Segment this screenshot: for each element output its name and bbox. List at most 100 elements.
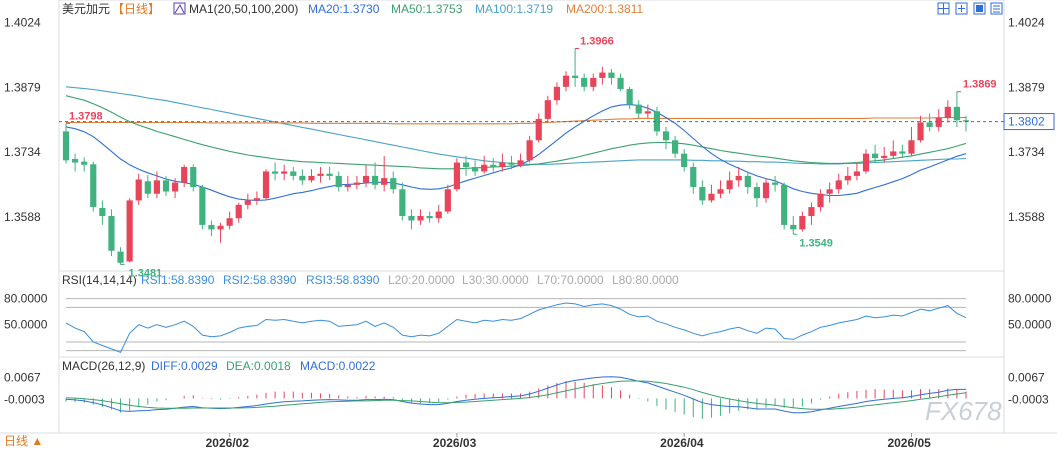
dea-line <box>65 380 967 410</box>
candle-body <box>799 216 806 230</box>
rsi-header: RSI(14,14,14) RSI1:58.8390 RSI2:58.8390 … <box>62 273 679 287</box>
macd-tick-label-left: 0.0067 <box>4 371 41 385</box>
candle-body <box>117 251 124 263</box>
ma20-value: MA20:1.3730 <box>308 2 380 16</box>
candle-body <box>281 171 288 174</box>
candle-body <box>562 75 570 87</box>
zoom-out-icon[interactable] <box>973 2 986 15</box>
ma200-value: MA200:1.3811 <box>566 2 643 16</box>
zoom-in-icon[interactable] <box>955 2 968 15</box>
candle-body <box>226 218 233 226</box>
candle-body <box>762 182 770 199</box>
candle-body <box>653 111 660 132</box>
candle-body <box>108 216 115 251</box>
candle-body <box>81 161 88 165</box>
candle-body <box>362 175 370 183</box>
candle-body <box>962 120 970 122</box>
l70-value: L70:70.0000 <box>537 273 604 287</box>
candle-body <box>526 140 533 161</box>
macd-value: MACD:0.0022 <box>300 359 376 373</box>
candle-body <box>853 171 860 176</box>
period-tab[interactable]: 日线 ▲ <box>4 434 44 448</box>
candle-body <box>753 187 760 199</box>
candle-body <box>553 86 560 101</box>
candle-body <box>872 153 879 159</box>
candle-body <box>144 181 151 194</box>
y-tick-label-right: 1.3588 <box>1008 210 1045 224</box>
candle-body <box>599 72 606 78</box>
annotation-label: 1.3966 <box>580 36 614 48</box>
candle-body <box>862 153 870 172</box>
diff-line <box>65 376 966 414</box>
candle-body <box>644 111 651 114</box>
y-tick-label-left: 1.4024 <box>4 16 41 30</box>
ma20-line <box>65 104 967 201</box>
candle-body <box>726 180 733 190</box>
macd-header: MACD(26,12,9) DIFF:0.0029 DEA:0.0018 MAC… <box>62 359 376 373</box>
macd-tick-label-right: 0.0067 <box>1008 371 1045 385</box>
ma50-line <box>65 95 967 170</box>
toolbar <box>937 2 1003 15</box>
candle-body <box>735 175 742 181</box>
rsi-tick-label-right: 80.0000 <box>1008 292 1052 306</box>
watermark: FX678 <box>925 396 1002 426</box>
fullscreen-icon[interactable] <box>990 2 1003 15</box>
candle-body <box>826 189 833 194</box>
indicator-label: MA1(20,50,100,200) <box>189 2 298 16</box>
grid-icon[interactable] <box>937 2 950 15</box>
candle-body <box>508 162 515 165</box>
y-tick-label-left: 1.3588 <box>4 210 41 224</box>
candle-body <box>426 216 433 219</box>
candle-body <box>472 167 479 172</box>
candle-body <box>590 77 597 87</box>
candle-body <box>535 118 542 141</box>
candle-body <box>208 224 215 230</box>
candle-body <box>953 106 960 121</box>
candle-body <box>90 164 97 208</box>
price-plot: 1.3802 1.3798 1.3481 1.3966 1.3549 1.3869 <box>59 36 1055 280</box>
rsi-tick-label-left: 50.0000 <box>4 318 48 332</box>
candle-body <box>626 89 633 105</box>
annotation-label: 1.3549 <box>799 237 833 249</box>
period-label[interactable]: 【日线】 <box>112 2 160 16</box>
annotation-label: 1.3481 <box>129 268 163 280</box>
indicator-icon[interactable] <box>173 2 186 15</box>
candle-body <box>708 193 715 201</box>
diff-value: DIFF:0.0029 <box>151 359 218 373</box>
candle-body <box>235 204 242 219</box>
candle-body <box>926 122 933 127</box>
candle-body <box>890 151 897 156</box>
panel-frames <box>0 0 1057 434</box>
candle-body <box>190 167 197 188</box>
main-header: 美元加元 【日线】 MA1(20,50,100,200) MA20:1.3730… <box>62 2 643 16</box>
l80-value: L80:80.0000 <box>612 273 679 287</box>
rsi3-value: RSI3:58.8390 <box>306 273 380 287</box>
candle-body <box>317 173 324 176</box>
l20-value: L20:20.0000 <box>388 273 455 287</box>
x-tick-label: 2026/02 <box>206 436 250 450</box>
candle-body <box>262 171 270 199</box>
candle-body <box>353 182 360 185</box>
candle-body <box>481 164 488 172</box>
y-tick-label-left: 1.3879 <box>4 80 41 94</box>
x-tick-label: 2026/03 <box>433 436 477 450</box>
candle-body <box>399 189 406 216</box>
candle-body <box>844 175 851 181</box>
candle-body <box>417 216 424 221</box>
candle-body <box>517 160 524 165</box>
candle-body <box>162 180 170 192</box>
candle-body <box>790 224 797 230</box>
candle-body <box>935 118 942 127</box>
candle-body <box>172 182 179 192</box>
y-tick-label-right: 1.4024 <box>1008 16 1045 30</box>
x-tick-label: 2026/04 <box>660 436 704 450</box>
candle-body <box>699 187 706 201</box>
x-tick-label: 2026/05 <box>887 436 931 450</box>
candle-body <box>662 131 670 141</box>
candle-body <box>217 225 224 230</box>
rsi-tick-label-right: 50.0000 <box>1008 318 1052 332</box>
candle-body <box>772 182 779 185</box>
macd-tick-label-left: -0.0003 <box>4 392 45 406</box>
